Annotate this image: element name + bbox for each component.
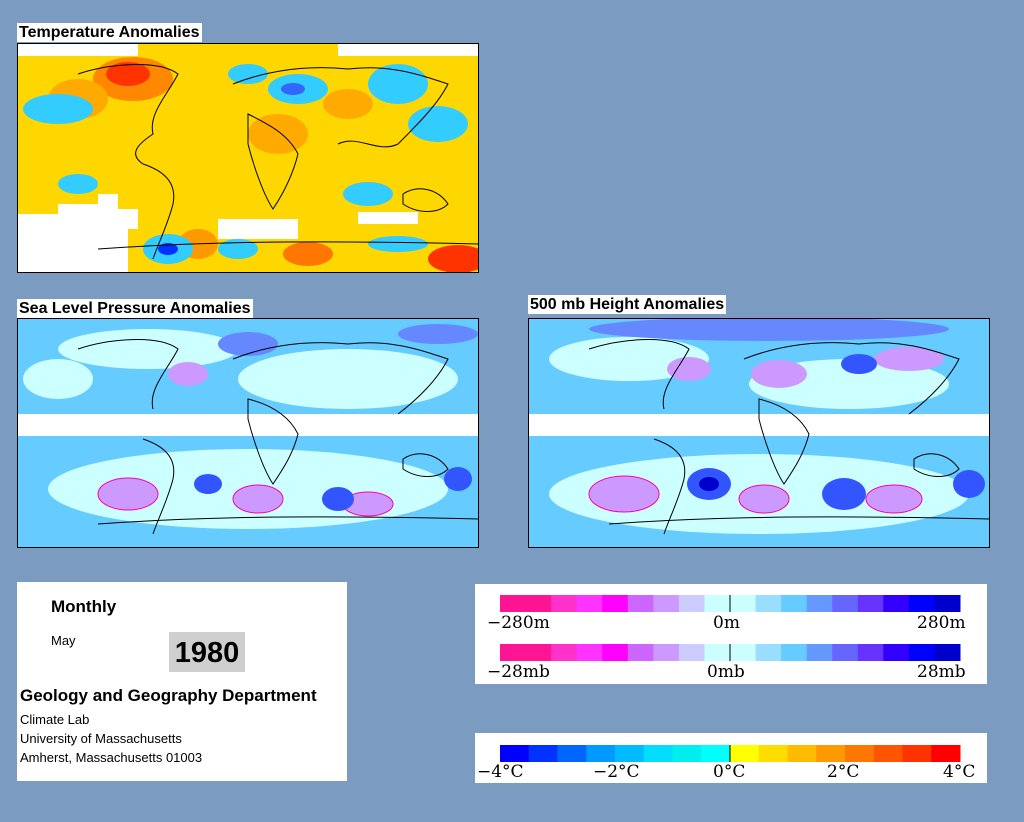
height-max-label: 280m [917,613,966,633]
temperature-anomaly-map [17,43,479,273]
temperature-colorbar-swatch [787,745,817,762]
pressure-colorbar-swatch [653,644,680,661]
height-colorbar-swatch [602,595,629,612]
height-zero-label: 0m [713,613,740,633]
temp-min-label: −4°C [477,762,524,782]
temp-zero-label: 0°C [713,762,746,782]
pressure-colorbar-swatch [627,644,654,661]
lab-name: Climate Lab [20,712,90,727]
temp-minus2-label: −2°C [593,762,640,782]
height-anomaly-map [528,318,990,548]
temp-plus2-label: 2°C [827,762,860,782]
height-colorbar-swatch [832,595,859,612]
height-map-title: 500 mb Height Anomalies [528,295,727,314]
temperature-colorbar-swatch [500,745,530,762]
temperature-colorbar-swatch [902,745,932,762]
pressure-colorbar-swatch [576,644,603,661]
temperature-colorbar-swatch [701,745,731,762]
temp-max-label: 4°C [943,762,976,782]
info-panel: Monthly May 1980 Geology and Geography D… [17,582,347,781]
pressure-colorbar-swatch [500,644,527,661]
temperature-colorbar-swatch [672,745,702,762]
height-colorbar-swatch [525,595,552,612]
pressure-colorbar-swatch [730,644,757,661]
temperature-colorbar-swatch [615,745,645,762]
temperature-colorbar-swatch [528,745,558,762]
height-colorbar-swatch [908,595,935,612]
height-colorbar-swatch [806,595,833,612]
temperature-colorbar-swatch [758,745,788,762]
height-colorbar-swatch [704,595,731,612]
temperature-colorbar-swatch [816,745,846,762]
pressure-colorbar-swatch [755,644,782,661]
temperature-map-title: Temperature Anomalies [17,23,202,42]
frequency-label: Monthly [51,597,117,616]
temperature-colorbar-swatch [873,745,903,762]
pressure-colorbar-swatch [704,644,731,661]
height-colorbar-swatch [934,595,961,612]
pressure-colorbar-swatch [678,644,705,661]
height-colorbar-swatch [857,595,884,612]
pressure-colorbar-swatch [806,644,833,661]
pressure-colorbar-swatch [781,644,808,661]
height-min-label: −280m [487,613,550,633]
height-colorbar-swatch [730,595,757,612]
height-pressure-legend: −280m 0m 280m −28mb 0mb 28mb [475,584,987,684]
pressure-zero-label: 0mb [707,662,745,682]
pressure-colorbar-swatch [525,644,552,661]
temperature-colorbar-swatch [730,745,760,762]
university-name: University of Massachusetts [20,731,182,746]
temperature-colorbar [500,745,961,762]
pressure-colorbar-swatch [908,644,935,661]
temperature-colorbar-swatch [931,745,961,762]
height-pressure-colorbars [500,595,961,661]
pressure-colorbar-swatch [934,644,961,661]
slp-anomaly-map [17,318,479,548]
height-colorbar-swatch [678,595,705,612]
temperature-colorbar-swatch [845,745,875,762]
height-colorbar-swatch [781,595,808,612]
temperature-colorbar-swatch [643,745,673,762]
department-name: Geology and Geography Department [20,686,317,705]
month-label: May [51,633,76,648]
pressure-colorbar-swatch [832,644,859,661]
pressure-colorbar-swatch [602,644,629,661]
height-colorbar-swatch [500,595,527,612]
height-colorbar-swatch [883,595,910,612]
pressure-colorbar-swatch [551,644,578,661]
height-colorbar-swatch [576,595,603,612]
temperature-colorbar-swatch [586,745,616,762]
pressure-colorbar-swatch [883,644,910,661]
address: Amherst, Massachusetts 01003 [20,750,203,765]
height-colorbar-swatch [653,595,680,612]
temperature-legend: −4°C −2°C 0°C 2°C 4°C [475,733,987,783]
pressure-colorbar-swatch [857,644,884,661]
slp-map-title: Sea Level Pressure Anomalies [17,299,253,318]
pressure-min-label: −28mb [487,662,550,682]
height-colorbar-swatch [627,595,654,612]
year-badge: 1980 [169,632,245,672]
height-colorbar-swatch [551,595,578,612]
temperature-colorbar-swatch [557,745,587,762]
height-colorbar-swatch [755,595,782,612]
pressure-max-label: 28mb [917,662,966,682]
